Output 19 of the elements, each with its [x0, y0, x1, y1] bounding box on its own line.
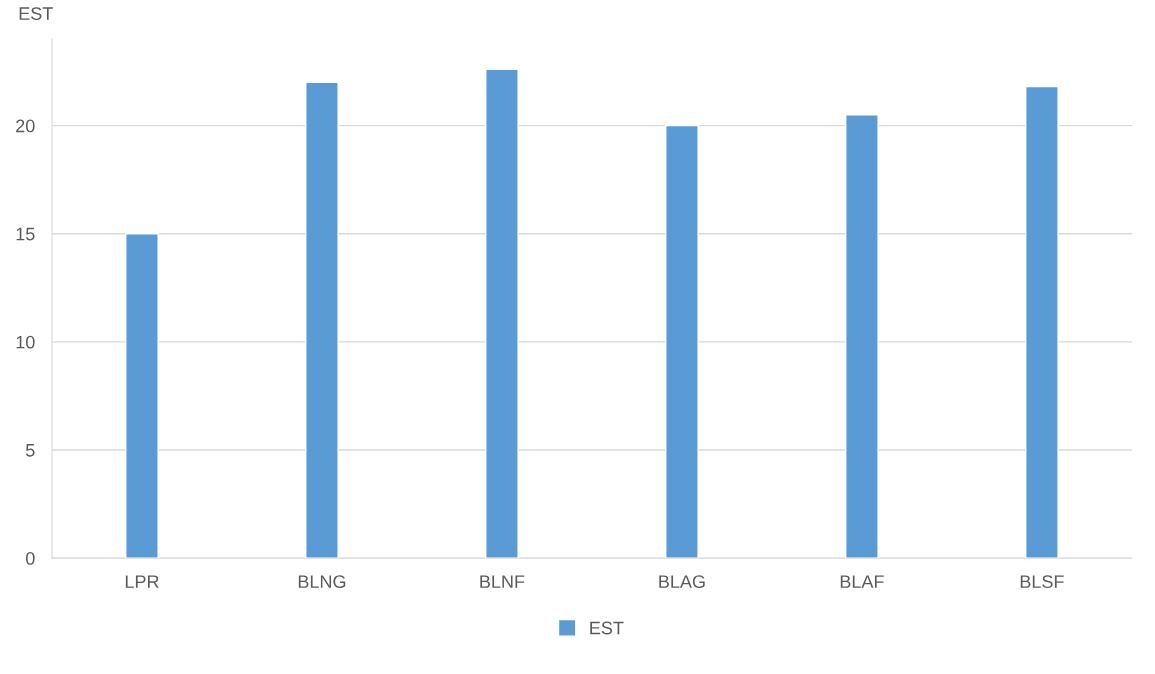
x-tick-label: BLNG	[298, 575, 346, 588]
y-tick-label: 5	[25, 444, 35, 457]
y-tick-label: 0	[25, 552, 35, 565]
y-tick-label: 20	[16, 119, 35, 133]
bar	[1025, 85, 1059, 559]
y-tick-label: 15	[16, 227, 35, 241]
x-tick-label: LPR	[125, 575, 159, 588]
bar	[845, 114, 879, 559]
bar	[305, 81, 339, 559]
y-axis-title: EST	[19, 7, 53, 20]
x-tick-label: BLSF	[1020, 575, 1064, 588]
bar	[665, 124, 699, 559]
x-tick-label: BLAF	[840, 575, 884, 588]
x-tick-label: BLNF	[480, 575, 525, 588]
y-tick-label: 10	[16, 335, 35, 349]
bar	[485, 68, 519, 559]
legend-label: EST	[590, 621, 624, 635]
bar	[125, 233, 159, 559]
x-tick-label: BLAG	[659, 575, 705, 588]
